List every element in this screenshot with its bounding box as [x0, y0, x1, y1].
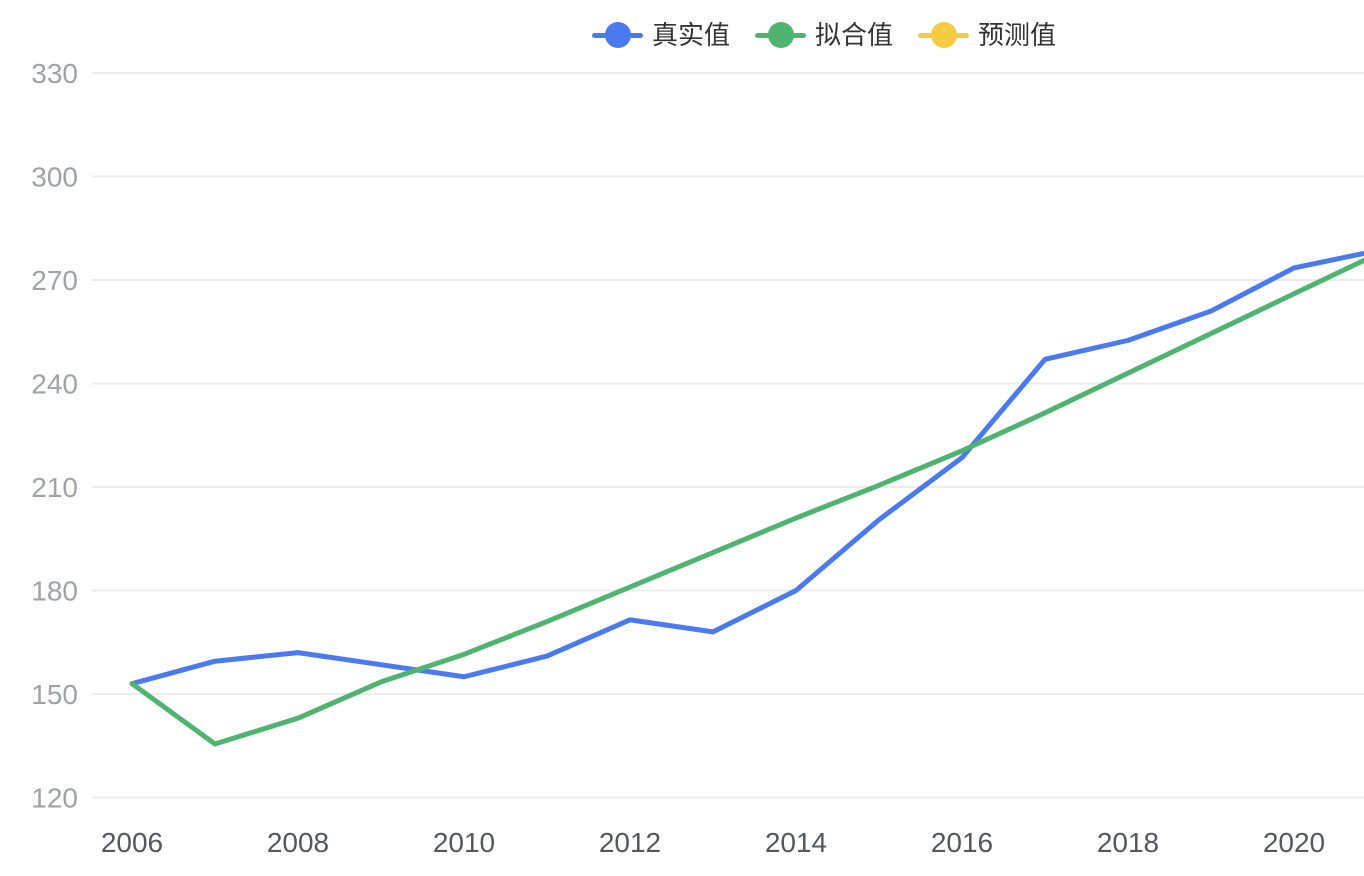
legend-item-fitted[interactable]: 拟合值: [755, 19, 893, 51]
svg-text:270: 270: [31, 265, 78, 296]
horizontal-gridlines: [92, 72, 1364, 799]
y-axis-tick-labels: 120 150 180 210 240 270 300 330: [31, 58, 78, 814]
svg-text:2018: 2018: [1097, 827, 1159, 858]
svg-text:2008: 2008: [267, 827, 329, 858]
legend-label-fitted: 拟合值: [815, 20, 894, 50]
legend-label-forecast: 预测值: [978, 20, 1057, 50]
svg-text:150: 150: [31, 679, 78, 710]
legend-label-actual: 真实值: [652, 20, 731, 50]
svg-text:120: 120: [31, 783, 78, 814]
x-axis-tick-labels: 2006 2008 2010 2012 2014 2016 2018 2020: [101, 827, 1325, 858]
svg-text:330: 330: [31, 58, 78, 89]
legend-item-forecast[interactable]: 预测值: [918, 19, 1056, 51]
chart-legend: 真实值 拟合值 预测值: [592, 19, 1056, 51]
line-dot-marker-icon: [918, 19, 970, 51]
svg-text:2016: 2016: [931, 827, 993, 858]
svg-text:2010: 2010: [433, 827, 495, 858]
svg-text:210: 210: [31, 472, 78, 503]
line-dot-marker-icon: [755, 19, 807, 51]
svg-text:300: 300: [31, 162, 78, 193]
svg-text:180: 180: [31, 576, 78, 607]
svg-text:240: 240: [31, 369, 78, 400]
svg-text:2020: 2020: [1263, 827, 1325, 858]
svg-text:2006: 2006: [101, 827, 163, 858]
svg-text:2014: 2014: [765, 827, 827, 858]
line-dot-marker-icon: [592, 19, 643, 51]
svg-text:2012: 2012: [599, 827, 661, 858]
series-lines: [129, 250, 1364, 747]
legend-item-actual[interactable]: 真实值: [592, 19, 730, 51]
